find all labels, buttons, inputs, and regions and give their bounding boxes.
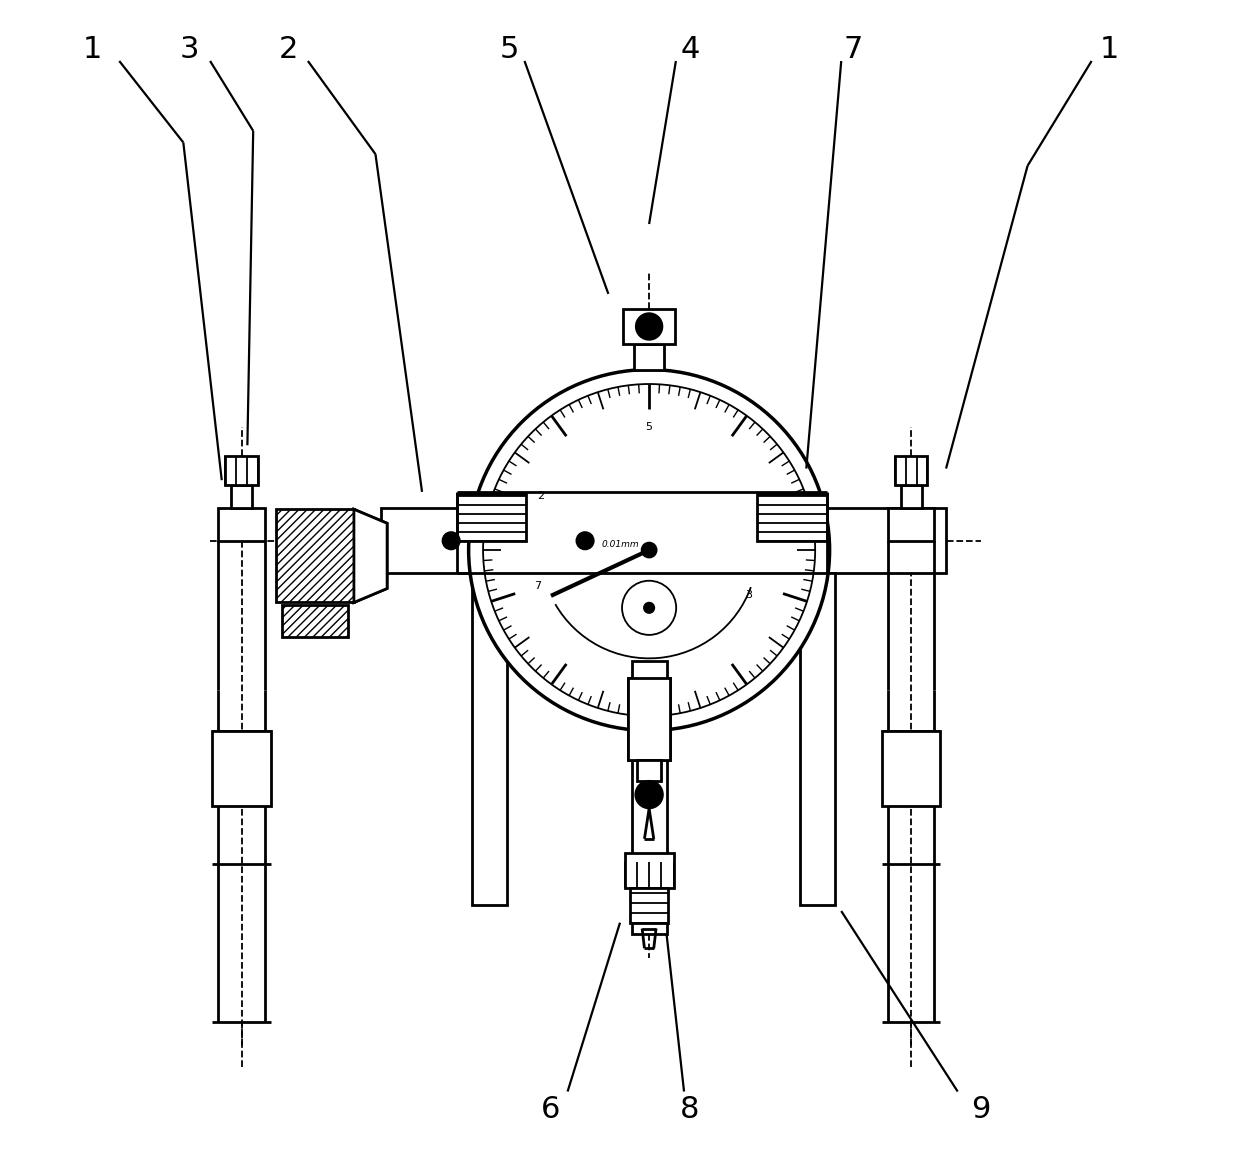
Text: 4: 4 bbox=[681, 35, 699, 64]
Text: 1: 1 bbox=[1100, 35, 1118, 64]
Text: 3: 3 bbox=[745, 590, 751, 600]
Text: 6: 6 bbox=[541, 1094, 559, 1123]
Bar bbox=[629, 679, 670, 759]
Bar bbox=[801, 573, 836, 906]
Text: 8: 8 bbox=[680, 1094, 699, 1123]
Bar bbox=[882, 730, 940, 806]
Bar bbox=[900, 484, 921, 508]
Bar bbox=[637, 759, 661, 780]
Bar bbox=[281, 605, 348, 638]
Bar bbox=[625, 853, 673, 888]
Circle shape bbox=[636, 314, 662, 339]
Text: 0.01mm: 0.01mm bbox=[601, 539, 639, 549]
Bar bbox=[381, 508, 946, 573]
Circle shape bbox=[577, 532, 593, 549]
Bar bbox=[895, 456, 928, 484]
Bar bbox=[629, 679, 670, 759]
Bar bbox=[226, 456, 258, 484]
Bar bbox=[630, 888, 668, 923]
Bar bbox=[624, 309, 675, 344]
Text: 7: 7 bbox=[843, 35, 863, 64]
Bar bbox=[231, 484, 252, 508]
Text: 2: 2 bbox=[537, 491, 544, 501]
Text: 5: 5 bbox=[500, 35, 520, 64]
Circle shape bbox=[443, 532, 459, 549]
Bar bbox=[888, 508, 935, 541]
Text: 5: 5 bbox=[646, 422, 652, 433]
Bar bbox=[634, 344, 665, 370]
Bar bbox=[472, 573, 507, 906]
Bar bbox=[631, 759, 667, 935]
Circle shape bbox=[642, 543, 656, 557]
Text: 9: 9 bbox=[971, 1094, 991, 1123]
Text: 7: 7 bbox=[533, 581, 541, 591]
Bar bbox=[212, 730, 270, 806]
Text: 2: 2 bbox=[279, 35, 298, 64]
Polygon shape bbox=[353, 509, 387, 603]
Bar bbox=[456, 494, 526, 541]
Text: 1: 1 bbox=[83, 35, 102, 64]
Circle shape bbox=[635, 780, 663, 808]
Circle shape bbox=[645, 604, 653, 612]
Bar bbox=[277, 509, 353, 603]
Circle shape bbox=[469, 370, 830, 730]
Bar bbox=[631, 661, 667, 730]
Text: 3: 3 bbox=[180, 35, 198, 64]
Bar bbox=[218, 508, 265, 541]
Bar bbox=[758, 494, 827, 541]
